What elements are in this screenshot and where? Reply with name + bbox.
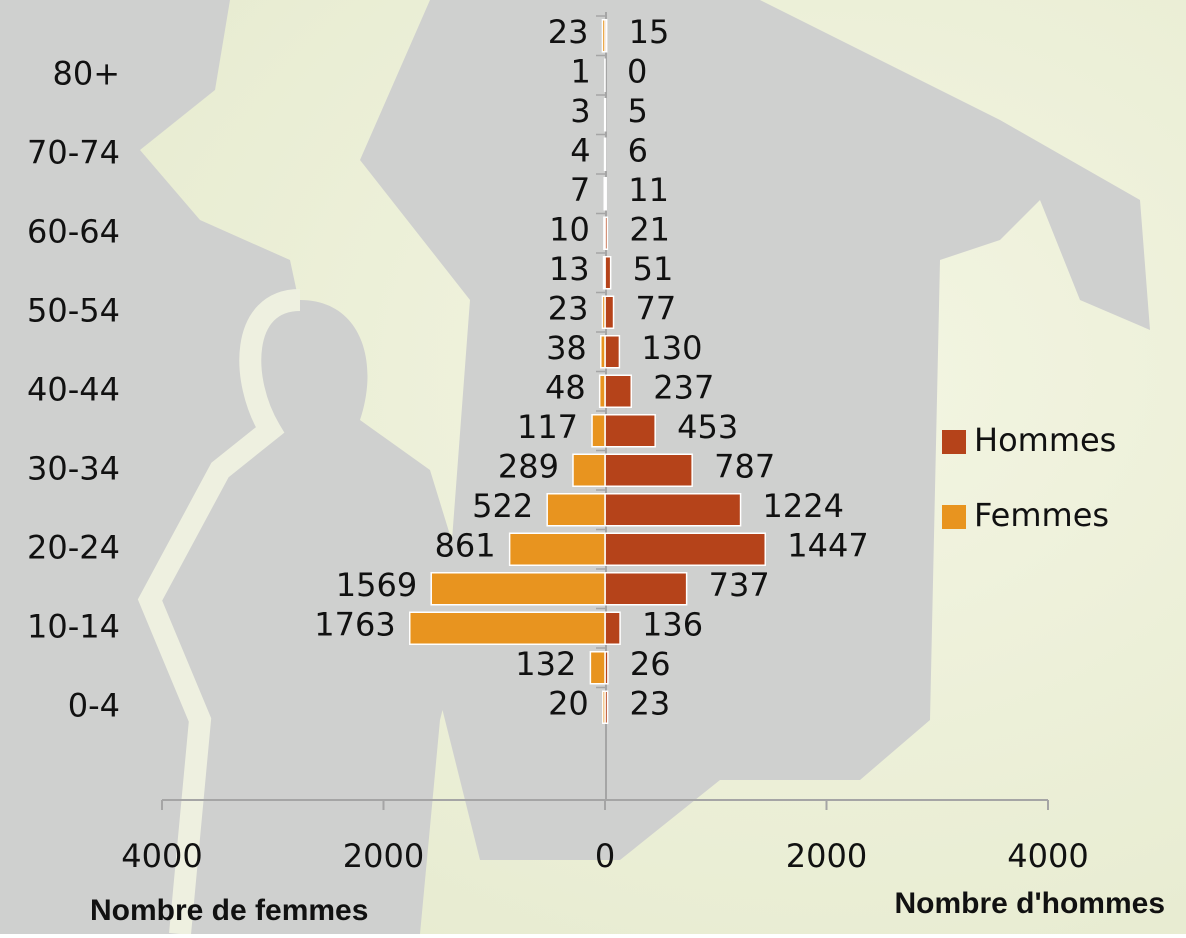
y-tick-label: 60-64: [27, 212, 120, 250]
data-label: 77: [636, 289, 677, 327]
data-label: 21: [629, 210, 670, 248]
legend-swatch: [942, 430, 966, 454]
data-label: 1447: [787, 526, 868, 564]
bar: [431, 573, 605, 605]
bar: [604, 257, 605, 289]
data-label: 15: [629, 13, 670, 51]
bar: [602, 20, 605, 52]
bar: [604, 217, 605, 249]
data-label: 787: [714, 447, 775, 485]
y-tick-label: 0-4: [68, 686, 120, 724]
data-label: 5: [628, 92, 648, 130]
legend-swatch: [942, 505, 966, 529]
data-label: 130: [641, 329, 702, 367]
bar: [600, 375, 605, 407]
data-label: 132: [515, 645, 576, 683]
data-label: 48: [545, 368, 586, 406]
data-label: 3: [570, 92, 590, 130]
bar: [605, 573, 687, 605]
data-label: 38: [546, 329, 587, 367]
data-label: 4: [570, 131, 590, 169]
left-axis-label: Nombre de femmes: [90, 894, 368, 927]
data-label: 1: [571, 52, 591, 90]
bar: [605, 375, 631, 407]
y-tick-label: 80+: [52, 54, 120, 92]
data-label: 6: [628, 131, 648, 169]
bar: [602, 296, 605, 328]
bar: [547, 494, 605, 526]
data-label: 0: [627, 52, 647, 90]
data-label: 1763: [314, 605, 395, 643]
data-label: 26: [630, 645, 671, 683]
data-label: 51: [633, 250, 674, 288]
data-label: 861: [435, 526, 496, 564]
x-tick-label: 4000: [1007, 837, 1088, 875]
data-label: 522: [472, 487, 533, 525]
legend-label: Hommes: [974, 421, 1116, 459]
bar: [603, 691, 605, 723]
bar: [590, 652, 605, 684]
data-label: 1569: [336, 566, 417, 604]
y-tick-label: 40-44: [27, 370, 120, 408]
x-tick-label: 4000: [121, 837, 202, 875]
data-label: 11: [628, 171, 669, 209]
bar: [605, 415, 655, 447]
y-tick-label: 30-34: [27, 449, 120, 487]
data-label: 23: [548, 289, 589, 327]
y-tick-label: 70-74: [27, 133, 120, 171]
x-tick-label: 0: [595, 837, 615, 875]
bar: [510, 533, 605, 565]
x-tick-label: 2000: [343, 837, 424, 875]
bar: [410, 612, 605, 644]
data-label: 7: [570, 171, 590, 209]
bar: [605, 296, 614, 328]
bar: [605, 494, 741, 526]
data-label: 20: [548, 684, 589, 722]
bar: [592, 415, 605, 447]
data-label: 289: [498, 447, 559, 485]
data-label: 117: [517, 408, 578, 446]
data-label: 23: [548, 13, 589, 51]
y-tick-label: 50-54: [27, 291, 120, 329]
bar: [605, 257, 611, 289]
x-tick-label: 2000: [786, 837, 867, 875]
data-label: 1224: [763, 487, 844, 525]
data-label: 237: [653, 368, 714, 406]
bar: [605, 533, 765, 565]
data-label: 737: [709, 566, 770, 604]
data-label: 23: [630, 684, 671, 722]
bar: [605, 454, 692, 486]
data-label: 13: [549, 250, 590, 288]
bar: [604, 178, 605, 210]
data-label: 136: [642, 605, 703, 643]
data-label: 453: [677, 408, 738, 446]
right-axis-label: Nombre d'hommes: [894, 887, 1165, 920]
y-tick-label: 20-24: [27, 528, 120, 566]
data-label: 10: [549, 210, 590, 248]
legend-label: Femmes: [974, 496, 1109, 534]
bar: [601, 336, 605, 368]
bar: [573, 454, 605, 486]
y-tick-label: 10-14: [27, 607, 120, 645]
bar: [605, 612, 620, 644]
bar: [605, 336, 619, 368]
